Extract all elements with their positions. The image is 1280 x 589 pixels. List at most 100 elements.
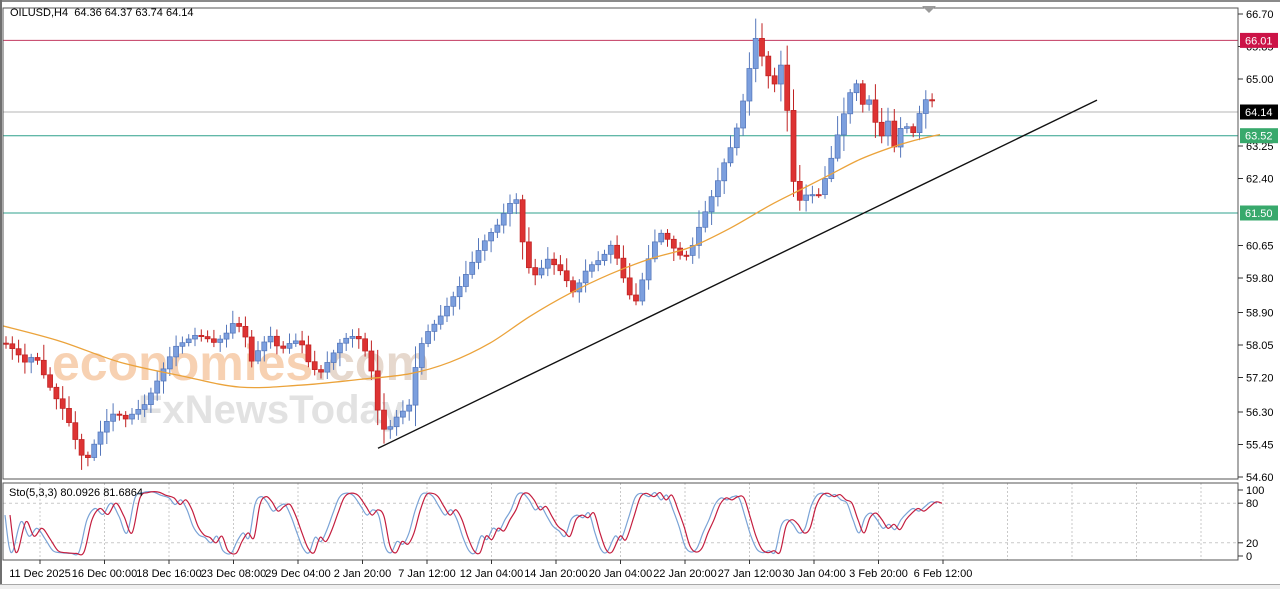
candle-up xyxy=(702,211,709,228)
candle-up xyxy=(885,120,891,137)
candle-down xyxy=(771,75,778,85)
candle-down xyxy=(116,413,123,416)
candle-down xyxy=(790,110,797,182)
candle-down xyxy=(40,359,47,376)
candle-up xyxy=(740,100,746,129)
time-tick-label: 30 Jan 04:00 xyxy=(782,568,846,580)
candle-up xyxy=(481,240,488,251)
candle-up xyxy=(689,245,696,256)
candle-down xyxy=(59,398,66,409)
candle-up xyxy=(841,113,847,136)
main-pane-border xyxy=(2,7,1239,480)
candle-up xyxy=(500,213,507,226)
candle-up xyxy=(645,258,652,281)
candle-up xyxy=(715,180,721,198)
candle-up xyxy=(607,244,614,255)
window-left-border xyxy=(0,0,2,584)
price-badge-66.01: 66.01 xyxy=(1240,32,1278,48)
time-tick-label: 14 Jan 20:00 xyxy=(524,568,588,580)
candle-down xyxy=(274,335,280,347)
candle-up xyxy=(28,357,35,363)
candle-up xyxy=(400,410,406,418)
price-tick-label: 66.70 xyxy=(1246,9,1274,21)
price-tick-label: 54.60 xyxy=(1246,472,1274,484)
candle-up xyxy=(166,356,173,370)
candle-up xyxy=(387,426,394,430)
chart-ohlc-title: OILUSD,H4 64.36 64.37 63.74 64.14 xyxy=(10,7,193,19)
stochastic-grid xyxy=(3,483,1238,560)
candle-up xyxy=(696,226,702,246)
price-badge-bg xyxy=(1240,205,1278,221)
candle-down xyxy=(614,244,620,259)
candle-up xyxy=(406,404,413,412)
level-lines xyxy=(3,39,1238,214)
price-tick-label: 63.25 xyxy=(1246,141,1274,153)
candle-up xyxy=(330,352,337,363)
candle-down xyxy=(3,342,9,345)
candle-down xyxy=(78,439,85,456)
candle-up xyxy=(437,315,444,325)
price-tick-label: 62.40 xyxy=(1246,174,1274,186)
price-badge-value: 61.50 xyxy=(1245,208,1273,220)
candle-up xyxy=(847,92,854,115)
trend-line[interactable] xyxy=(377,99,1098,449)
candle-down xyxy=(784,64,791,111)
time-tick-label: 22 Jan 20:00 xyxy=(653,568,717,580)
candle-down xyxy=(872,99,879,123)
candle-up xyxy=(904,126,910,129)
moving-average-line xyxy=(3,133,941,389)
time-tick-label: 11 Dec 2025 xyxy=(9,568,71,580)
price-badge-bg xyxy=(1240,104,1278,120)
candle-up xyxy=(778,64,784,85)
candle-down xyxy=(362,338,368,352)
candle-down xyxy=(72,422,79,440)
candle-up xyxy=(658,232,665,243)
candle-up xyxy=(412,367,419,406)
candle-down xyxy=(248,336,255,362)
candle-up xyxy=(148,392,154,405)
candle-up xyxy=(589,264,595,272)
candle-down xyxy=(374,370,381,411)
candle-up xyxy=(507,203,513,214)
candle-up xyxy=(173,345,179,358)
candle-down xyxy=(53,386,60,400)
candle-up xyxy=(267,335,274,343)
candle-down xyxy=(355,336,362,340)
candle-up xyxy=(544,258,551,269)
candle-up xyxy=(809,194,816,197)
candle-up xyxy=(866,99,872,105)
candle-down xyxy=(311,361,318,370)
candle-up xyxy=(185,338,192,343)
candle-up xyxy=(343,337,350,344)
chart-shift-marker-icon[interactable] xyxy=(922,6,936,13)
time-tick-label: 23 Dec 08:00 xyxy=(201,568,266,580)
candle-up xyxy=(229,323,236,334)
candle-up xyxy=(456,286,463,298)
price-tick-label: 57.20 xyxy=(1246,373,1274,385)
time-axis[interactable]: 11 Dec 2025 16 Dec 00:00 18 Dec 16:00 23 De… xyxy=(9,560,972,580)
candle-down xyxy=(236,323,242,327)
candle-up xyxy=(822,178,828,195)
candle-up xyxy=(444,305,450,317)
candle-up xyxy=(110,413,116,422)
price-axis[interactable]: 66.7065.8565.0063.2562.4060.6559.8058.90… xyxy=(1238,9,1278,484)
candle-up xyxy=(463,274,469,287)
candle-down xyxy=(765,55,772,77)
stochastic-tick-label: 80 xyxy=(1246,498,1258,510)
stochastic-label: Sto(5,3,3) 80.0926 81.6864 xyxy=(9,487,143,499)
candle-down xyxy=(670,238,677,249)
price-tick-label: 58.90 xyxy=(1246,308,1274,320)
candle-down xyxy=(211,338,217,343)
candle-down xyxy=(305,344,312,363)
candle-up xyxy=(135,409,142,415)
candle-up xyxy=(97,431,104,445)
candle-down xyxy=(633,294,639,302)
price-badge-63.52: 63.52 xyxy=(1240,128,1278,144)
price-badge-64.14: 64.14 xyxy=(1240,104,1278,120)
candle-up xyxy=(721,162,728,182)
candle-down xyxy=(85,454,91,458)
candle-down xyxy=(299,340,305,346)
candle-down xyxy=(526,241,532,269)
